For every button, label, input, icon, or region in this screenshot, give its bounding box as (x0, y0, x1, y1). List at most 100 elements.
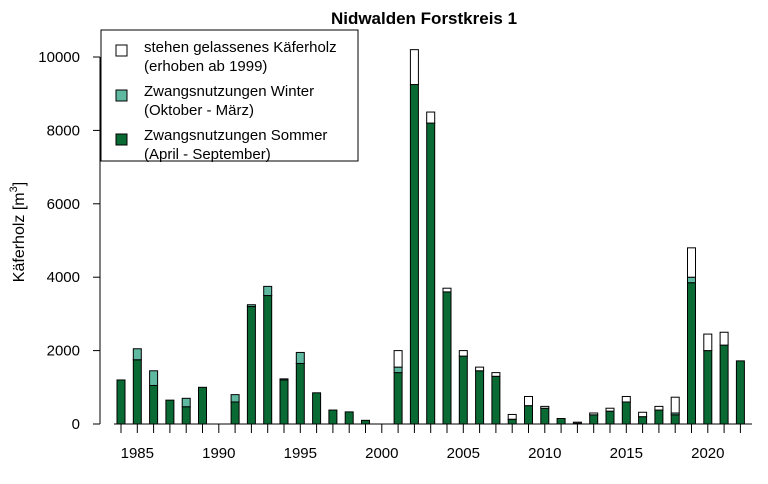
x-tick-label-2010: 2010 (528, 445, 561, 462)
bar-2007-series-2 (491, 372, 501, 377)
bar-2003-series-2 (426, 111, 436, 124)
bar-2012-series-2 (572, 421, 582, 424)
bar-2007-series-0 (491, 375, 501, 425)
x-tick-label-1990: 1990 (202, 445, 235, 462)
x-tick-label-1995: 1995 (284, 445, 317, 462)
bar-2002-series-2 (409, 49, 419, 86)
bar-1985-series-0 (132, 359, 142, 425)
bar-1992-series-0 (246, 306, 256, 425)
bar-2017-series-2 (654, 405, 664, 411)
x-tick-label-2015: 2015 (610, 445, 643, 462)
bar-2001-series-0 (393, 372, 403, 425)
bar-2008-series-2 (507, 413, 517, 420)
bar-1994-series-1 (279, 378, 289, 381)
bar-2014-series-0 (605, 410, 615, 425)
bar-2021-series-0 (719, 344, 729, 425)
legend-swatch-stehen (115, 44, 128, 57)
bar-2021-series-2 (719, 331, 729, 346)
y-tick-label-8000: 8000 (47, 122, 80, 139)
bar-1995-series-0 (295, 362, 305, 425)
y-tick-label-0: 0 (72, 416, 80, 433)
bar-2019-series-1 (687, 276, 696, 284)
y-tick-label-6000: 6000 (47, 196, 80, 213)
bars-group (116, 49, 745, 425)
legend-label-winter-2: (Oktober - März) (144, 102, 254, 119)
y-axis-label-superscript: 3 (8, 186, 20, 192)
y-axis-label-close: ] (11, 182, 28, 186)
bar-1996-series-0 (312, 392, 322, 425)
bar-1998-series-0 (344, 411, 354, 425)
x-tick-label-1985: 1985 (121, 445, 154, 462)
bar-1992-series-1 (246, 304, 256, 308)
bar-1999-series-0 (361, 419, 370, 425)
bar-1993-series-0 (263, 295, 273, 425)
bar-2006-series-2 (475, 366, 485, 372)
legend-label-stehen-1: stehen gelassenes Käferholz (144, 39, 337, 56)
bar-1993-series-1 (263, 285, 273, 297)
bar-1995-series-1 (295, 351, 305, 364)
bar-2004-series-0 (442, 291, 452, 425)
bar-2014-series-2 (605, 407, 615, 412)
x-ticks-group: 1985 1990 1995 2000 2005 2010 2015 2020 (120, 424, 741, 462)
y-tick-label-10000: 10000 (38, 49, 80, 66)
bar-2006-series-0 (475, 370, 485, 425)
bar-1991-series-1 (230, 394, 240, 403)
bar-1994-series-0 (279, 379, 289, 425)
y-tick-label-4000: 4000 (47, 269, 80, 286)
y-tick-label-2000: 2000 (47, 343, 80, 360)
y-ticks-group: 0 2000 4000 6000 8000 10000 (38, 49, 100, 433)
bar-2018-series-2 (670, 396, 680, 414)
bar-2004-series-2 (442, 287, 452, 293)
bar-1988-series-1 (181, 397, 191, 408)
bar-2008-series-0 (507, 418, 517, 425)
bar-2005-series-2 (458, 350, 468, 357)
bar-2010-series-2 (540, 405, 550, 409)
bar-2001-series-2 (393, 350, 403, 368)
chart-title: Nidwalden Forstkreis 1 (331, 9, 517, 28)
bar-2003-series-0 (426, 122, 436, 425)
y-axis-label-main: Käferholz [m (11, 192, 28, 282)
bar-1985-series-1 (132, 348, 142, 361)
bar-1986-series-0 (149, 384, 159, 425)
bar-2020-series-0 (703, 350, 713, 425)
bar-2016-series-2 (638, 411, 648, 418)
bar-1984-series-0 (116, 379, 126, 425)
legend-label-sommer-1: Zwangsnutzungen Sommer (144, 127, 327, 144)
bar-2019-series-2 (687, 247, 696, 278)
legend-swatch-sommer (115, 133, 128, 146)
bar-2016-series-0 (638, 416, 648, 425)
x-tick-label-2005: 2005 (447, 445, 480, 462)
bar-2009-series-2 (524, 395, 533, 407)
legend: stehen gelassenes Käferholz (erhoben ab … (100, 29, 359, 163)
bar-2022-series-0 (735, 360, 745, 425)
bar-1986-series-1 (149, 370, 159, 386)
x-tick-label-2000: 2000 (365, 445, 398, 462)
bar-1997-series-0 (328, 409, 338, 425)
legend-label-winter-1: Zwangsnutzungen Winter (144, 83, 314, 100)
bar-2010-series-0 (540, 407, 550, 425)
bar-2002-series-0 (409, 84, 419, 425)
y-axis-label: Käferholz [m3] (8, 182, 28, 282)
legend-swatch-winter (115, 89, 128, 102)
legend-label-sommer-2: (April - September) (144, 146, 271, 163)
bar-2018-series-0 (670, 414, 680, 425)
bar-1991-series-0 (230, 401, 240, 425)
bar-2015-series-2 (621, 395, 631, 403)
bar-2009-series-0 (524, 405, 533, 425)
bar-1987-series-0 (165, 399, 175, 425)
bar-2019-series-0 (687, 282, 696, 425)
bar-2013-series-0 (589, 414, 599, 425)
bar-2001-series-1 (393, 366, 403, 374)
legend-label-stehen-2: (erhoben ab 1999) (144, 58, 267, 75)
bar-1988-series-0 (181, 406, 191, 425)
x-tick-label-2020: 2020 (691, 445, 724, 462)
bar-1989-series-0 (198, 386, 207, 425)
bar-2005-series-0 (458, 355, 468, 425)
legend-box (100, 29, 359, 162)
bar-2011-series-0 (556, 418, 566, 425)
bar-2020-series-2 (703, 333, 713, 352)
bar-2013-series-2 (589, 412, 599, 416)
bar-2015-series-0 (621, 401, 631, 425)
bar-2017-series-0 (654, 409, 664, 425)
